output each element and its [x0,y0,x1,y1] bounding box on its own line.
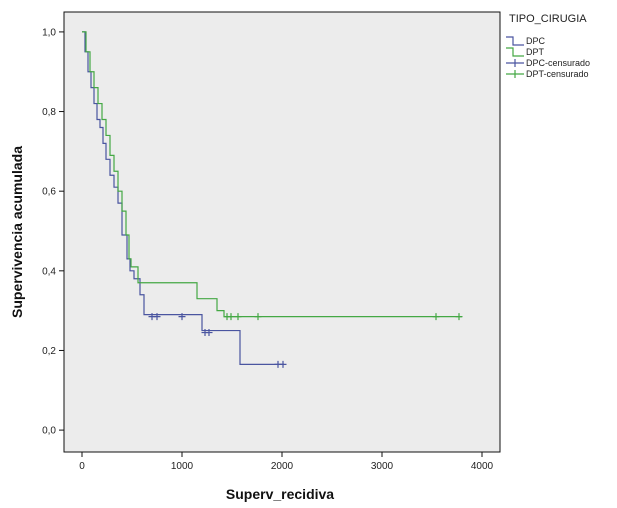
legend-title: TIPO_CIRUGIA [509,13,587,25]
axes: 0,0 0,2 0,4 0,6 0,8 1,0 0 1000 2000 3000 4000 [42,27,493,472]
y-tick-label: 0,2 [42,346,56,357]
legend-label: DPC-censurado [526,58,590,68]
x-tick-label: 4000 [471,461,494,472]
legend-label: DPT [526,47,545,57]
legend-swatch [506,47,524,57]
x-tick-label: 0 [79,461,85,472]
y-tick-label: 0,6 [42,187,56,198]
x-tick-label: 3000 [371,461,394,472]
series-line-dpt [82,31,462,318]
legend: TIPO_CIRUGIA DPCDPTDPC-censuradoDPT-cens… [506,13,590,79]
censored-marker-dpt [455,313,463,321]
censored-marker-dpc [205,329,213,337]
censored-marker-dpc [178,313,186,321]
y-tick-label: 0,4 [42,266,56,277]
y-axis-title: Supervivencia acumulada [9,146,25,318]
legend-swatch [506,36,524,46]
y-tick-label: 0,0 [42,426,56,437]
legend-label: DPT-censurado [526,69,589,79]
censored-marker-dpt [234,313,242,321]
plot-background [63,11,501,453]
censored-marker-dpt [254,313,262,321]
y-tick-label: 0,8 [42,107,56,118]
censored-marker-dpc [279,360,287,368]
x-tick-label: 2000 [271,461,294,472]
legend-label: DPC [526,36,546,46]
censored-marker-dpc [153,313,161,321]
x-tick-label: 1000 [171,461,194,472]
series-layer [82,31,463,368]
series-line-dpc [82,31,284,365]
y-tick-label: 1,0 [42,27,56,38]
x-axis-title: Superv_recidiva [226,486,334,502]
censored-marker-dpt [227,313,235,321]
censored-marker-dpt [432,313,440,321]
